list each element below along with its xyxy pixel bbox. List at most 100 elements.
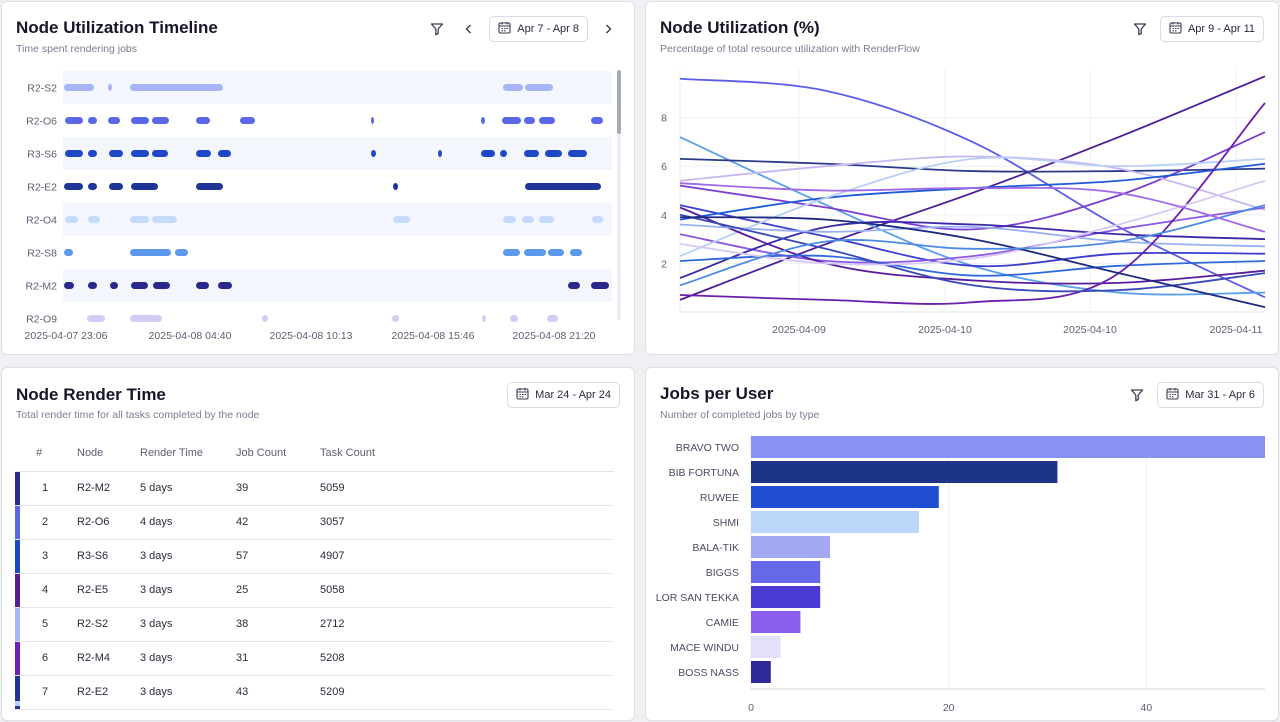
jobs-bar[interactable] bbox=[751, 486, 939, 508]
utilization-series-line[interactable] bbox=[679, 155, 1266, 211]
timeline-segment[interactable] bbox=[130, 84, 223, 91]
timeline-segment[interactable] bbox=[64, 84, 94, 91]
timeline-segment[interactable] bbox=[393, 216, 410, 223]
column-header-job-count[interactable]: Job Count bbox=[236, 435, 320, 472]
timeline-segment[interactable] bbox=[502, 117, 521, 124]
timeline-segment[interactable] bbox=[568, 282, 580, 289]
utilization-series-line[interactable] bbox=[679, 102, 1266, 305]
timeline-segment[interactable] bbox=[88, 282, 97, 289]
timeline-segment[interactable] bbox=[65, 216, 78, 223]
table-row[interactable]: 6 R2-M4 3 days 31 5208 bbox=[15, 641, 614, 676]
timeline-segment[interactable] bbox=[393, 183, 398, 190]
utilization-series-line[interactable] bbox=[679, 179, 1266, 266]
timeline-segment[interactable] bbox=[64, 282, 74, 289]
chevron-right-icon[interactable] bbox=[596, 17, 620, 41]
timeline-segment[interactable] bbox=[131, 282, 148, 289]
utilization-series-line[interactable] bbox=[679, 77, 1266, 299]
filter-icon[interactable] bbox=[1125, 383, 1149, 407]
utilization-series-line[interactable] bbox=[679, 206, 1266, 285]
timeline-segment[interactable] bbox=[568, 150, 587, 157]
utilization-series-line[interactable] bbox=[679, 75, 1266, 301]
timeline-segment[interactable] bbox=[539, 117, 555, 124]
timeline-segment[interactable] bbox=[482, 315, 486, 322]
timeline-segment[interactable] bbox=[108, 117, 120, 124]
timeline-segment[interactable] bbox=[591, 282, 609, 289]
timeline-segment[interactable] bbox=[196, 150, 211, 157]
jobs-bar[interactable] bbox=[751, 661, 771, 683]
timeline-segment[interactable] bbox=[481, 150, 495, 157]
timeline-segment[interactable] bbox=[525, 84, 553, 91]
timeline-scrollbar-thumb[interactable] bbox=[617, 70, 621, 134]
timeline-segment[interactable] bbox=[524, 249, 546, 256]
chevron-left-icon[interactable] bbox=[457, 17, 481, 41]
column-header-task-count[interactable]: Task Count bbox=[320, 435, 614, 472]
timeline-segment[interactable] bbox=[522, 216, 534, 223]
timeline-segment[interactable] bbox=[545, 150, 562, 157]
timeline-segment[interactable] bbox=[152, 117, 169, 124]
timeline-segment[interactable] bbox=[131, 150, 149, 157]
timeline-segment[interactable] bbox=[88, 117, 97, 124]
timeline-segment[interactable] bbox=[87, 315, 105, 322]
timeline-segment[interactable] bbox=[570, 249, 582, 256]
timeline-segment[interactable] bbox=[64, 183, 83, 190]
timeline-segment[interactable] bbox=[503, 249, 520, 256]
utilization-date-range-button[interactable]: Apr 9 - Apr 11 bbox=[1159, 16, 1264, 42]
timeline-segment[interactable] bbox=[130, 249, 171, 256]
timeline-segment[interactable] bbox=[503, 216, 516, 223]
utilization-series-line[interactable] bbox=[679, 223, 1266, 248]
timeline-segment[interactable] bbox=[153, 282, 170, 289]
timeline-segment[interactable] bbox=[131, 117, 149, 124]
jobs-bar[interactable] bbox=[751, 636, 781, 658]
timeline-segment[interactable] bbox=[152, 216, 177, 223]
utilization-series-line[interactable] bbox=[679, 216, 1266, 309]
timeline-segment[interactable] bbox=[438, 150, 442, 157]
timeline-segment[interactable] bbox=[131, 183, 158, 190]
timeline-segment[interactable] bbox=[109, 150, 123, 157]
timeline-segment[interactable] bbox=[110, 282, 118, 289]
timeline-segment[interactable] bbox=[196, 183, 223, 190]
jobs-bar[interactable] bbox=[751, 586, 821, 608]
timeline-segment[interactable] bbox=[152, 150, 168, 157]
filter-icon[interactable] bbox=[425, 17, 449, 41]
timeline-segment[interactable] bbox=[262, 315, 268, 322]
column-header-render-time[interactable]: Render Time bbox=[140, 435, 236, 472]
timeline-date-range-button[interactable]: Apr 7 - Apr 8 bbox=[489, 16, 588, 42]
timeline-segment[interactable] bbox=[539, 216, 554, 223]
timeline-segment[interactable] bbox=[130, 216, 149, 223]
timeline-segment[interactable] bbox=[591, 117, 603, 124]
timeline-segment[interactable] bbox=[524, 150, 539, 157]
timeline-segment[interactable] bbox=[175, 249, 188, 256]
timeline-segment[interactable] bbox=[392, 315, 399, 322]
timeline-segment[interactable] bbox=[196, 117, 210, 124]
timeline-segment[interactable] bbox=[196, 282, 209, 289]
timeline-segment[interactable] bbox=[371, 117, 374, 124]
utilization-series-line[interactable] bbox=[679, 182, 1266, 233]
table-row[interactable]: 1 R2-M2 5 days 39 5059 bbox=[15, 471, 614, 506]
jobs-bar[interactable] bbox=[751, 511, 920, 533]
timeline-segment[interactable] bbox=[547, 315, 558, 322]
jobs-bar[interactable] bbox=[751, 436, 1265, 458]
utilization-series-line[interactable] bbox=[679, 213, 1266, 293]
timeline-segment[interactable] bbox=[88, 183, 97, 190]
column-header-rank[interactable]: # bbox=[21, 435, 77, 472]
table-row[interactable]: 5 R2-S2 3 days 38 2712 bbox=[15, 607, 614, 642]
jobs-per-user-date-range-button[interactable]: Mar 31 - Apr 6 bbox=[1157, 382, 1264, 408]
timeline-segment[interactable] bbox=[525, 183, 601, 190]
utilization-series-line[interactable] bbox=[679, 156, 1266, 257]
utilization-series-line[interactable] bbox=[679, 204, 1266, 287]
timeline-segment[interactable] bbox=[240, 117, 255, 124]
timeline-segment[interactable] bbox=[109, 183, 123, 190]
timeline-segment[interactable] bbox=[500, 150, 507, 157]
timeline-segment[interactable] bbox=[548, 249, 564, 256]
jobs-bar[interactable] bbox=[751, 536, 831, 558]
table-row[interactable]: 7 R2-E2 3 days 43 5209 bbox=[15, 675, 614, 710]
timeline-segment[interactable] bbox=[88, 216, 100, 223]
timeline-segment[interactable] bbox=[503, 84, 523, 91]
table-row[interactable]: 3 R3-S6 3 days 57 4907 bbox=[15, 539, 614, 574]
timeline-segment[interactable] bbox=[88, 150, 97, 157]
timeline-segment[interactable] bbox=[64, 249, 73, 256]
timeline-scrollbar[interactable] bbox=[617, 70, 621, 320]
timeline-segment[interactable] bbox=[481, 117, 485, 124]
jobs-bar[interactable] bbox=[751, 561, 821, 583]
timeline-segment[interactable] bbox=[510, 315, 518, 322]
